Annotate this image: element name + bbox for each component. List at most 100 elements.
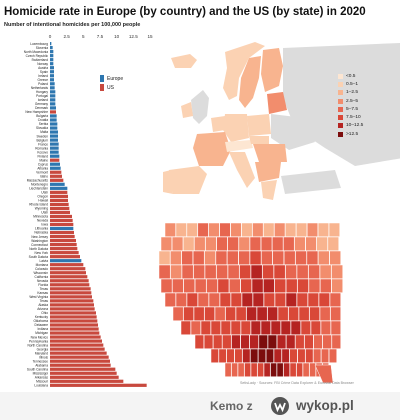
bar bbox=[50, 78, 54, 82]
bar bbox=[50, 351, 107, 355]
bar bbox=[50, 134, 58, 138]
bar-label: North Carolina bbox=[27, 343, 48, 347]
bar bbox=[50, 343, 104, 347]
us-state-tile bbox=[240, 334, 250, 349]
region-netherlands-belgium bbox=[211, 116, 225, 132]
us-state-tile bbox=[320, 320, 331, 335]
footer-brand[interactable]: wykop.pl bbox=[296, 398, 354, 413]
bar bbox=[50, 146, 59, 150]
us-state-tile bbox=[197, 292, 209, 307]
bar-label: Mississippi bbox=[33, 371, 49, 375]
us-state-tile bbox=[302, 362, 310, 377]
wykop-logo-icon[interactable] bbox=[270, 396, 290, 416]
us-state-tile bbox=[261, 250, 273, 265]
us-map bbox=[158, 222, 343, 383]
map-legend-item: 10–12.5 bbox=[338, 122, 363, 130]
bar-label: Georgia bbox=[37, 347, 49, 351]
us-state-tile bbox=[252, 292, 264, 307]
region-ireland bbox=[181, 102, 193, 118]
europe-map bbox=[163, 42, 400, 200]
legend-label: >12.5 bbox=[346, 131, 359, 137]
us-state-tile bbox=[180, 320, 191, 335]
bar bbox=[50, 210, 70, 215]
us-state-tile bbox=[274, 222, 286, 237]
us-state-tile bbox=[272, 236, 284, 251]
bar bbox=[50, 267, 86, 271]
bar bbox=[50, 198, 68, 202]
bar-label: Arkansas bbox=[35, 375, 49, 379]
bar bbox=[50, 186, 68, 190]
legend-swatch bbox=[100, 75, 104, 82]
chart-title: Homicide rate in Europe (by country) and… bbox=[4, 6, 366, 18]
bar-label: Texas bbox=[40, 299, 49, 303]
bar bbox=[50, 138, 58, 142]
bar bbox=[50, 263, 84, 267]
bar-label: Slovakia bbox=[36, 126, 48, 130]
bar-label: Tennessee bbox=[33, 359, 49, 363]
bar-label: New Jersey bbox=[31, 235, 48, 239]
legend-swatch bbox=[338, 131, 343, 137]
bar bbox=[50, 110, 56, 114]
us-state-tile bbox=[256, 306, 268, 321]
us-state-tile bbox=[307, 292, 319, 307]
us-state-tile bbox=[276, 362, 284, 377]
bar bbox=[50, 126, 58, 130]
us-state-tile bbox=[300, 320, 311, 335]
bar-label: Cyprus bbox=[38, 162, 49, 166]
us-state-tile bbox=[296, 222, 308, 237]
legend-label: Europe bbox=[107, 75, 124, 82]
bar bbox=[50, 323, 98, 327]
bar-label: Luxembourg bbox=[30, 42, 48, 46]
bar bbox=[50, 331, 100, 335]
us-state-tile bbox=[215, 250, 228, 265]
us-state-tile bbox=[186, 222, 198, 237]
us-state-tile bbox=[224, 362, 232, 377]
legend-swatch bbox=[338, 106, 343, 112]
bar bbox=[50, 238, 76, 243]
region-italy bbox=[229, 152, 255, 188]
legend-label: US bbox=[107, 84, 114, 91]
us-state-tile bbox=[305, 348, 314, 363]
us-state-tile bbox=[331, 278, 343, 293]
us-state-tile bbox=[265, 348, 274, 363]
us-state-tile bbox=[249, 334, 259, 349]
us-state-tile bbox=[288, 306, 299, 321]
bar bbox=[50, 319, 98, 323]
bar-legend-item: Europe bbox=[100, 74, 123, 83]
bar-label: Belgium bbox=[36, 138, 48, 142]
bar-label: Latvia bbox=[39, 259, 48, 263]
bar bbox=[50, 58, 54, 62]
us-state-tile bbox=[226, 348, 235, 363]
us-state-tile bbox=[210, 320, 221, 335]
us-state-tile bbox=[183, 278, 196, 293]
footer-username[interactable]: Kemo z bbox=[210, 399, 253, 413]
bar-label: Greece bbox=[38, 78, 49, 82]
legend-swatch bbox=[338, 123, 343, 129]
bar bbox=[50, 62, 54, 66]
us-state-tile bbox=[285, 278, 298, 293]
bar-label: Alabama bbox=[35, 363, 48, 367]
us-state-tile bbox=[193, 306, 205, 321]
us-state-tile bbox=[283, 362, 290, 377]
bar-label: Iceland bbox=[38, 98, 49, 102]
bar-label: Austria bbox=[38, 66, 48, 70]
us-state-tile bbox=[286, 334, 296, 349]
bar bbox=[50, 106, 56, 110]
bar-label: Oklahoma bbox=[33, 319, 48, 323]
bar-label: Oregon bbox=[37, 195, 48, 199]
us-state-tile bbox=[330, 320, 341, 335]
us-state-tile bbox=[160, 278, 173, 293]
bar-label: Malta bbox=[40, 130, 48, 134]
us-state-tile bbox=[193, 264, 205, 279]
us-state-tile bbox=[285, 264, 297, 279]
us-state-tile bbox=[205, 236, 217, 251]
us-state-tile bbox=[194, 236, 206, 251]
bar bbox=[50, 303, 94, 307]
bar-label: Missouri bbox=[36, 379, 48, 383]
region-czech-slovakia bbox=[249, 136, 269, 144]
us-state-tile bbox=[250, 362, 258, 377]
legend-label: <0.5 bbox=[346, 73, 356, 79]
us-state-tile bbox=[306, 222, 319, 237]
x-tick-label: 15 bbox=[147, 34, 153, 39]
legend-swatch bbox=[338, 98, 343, 104]
